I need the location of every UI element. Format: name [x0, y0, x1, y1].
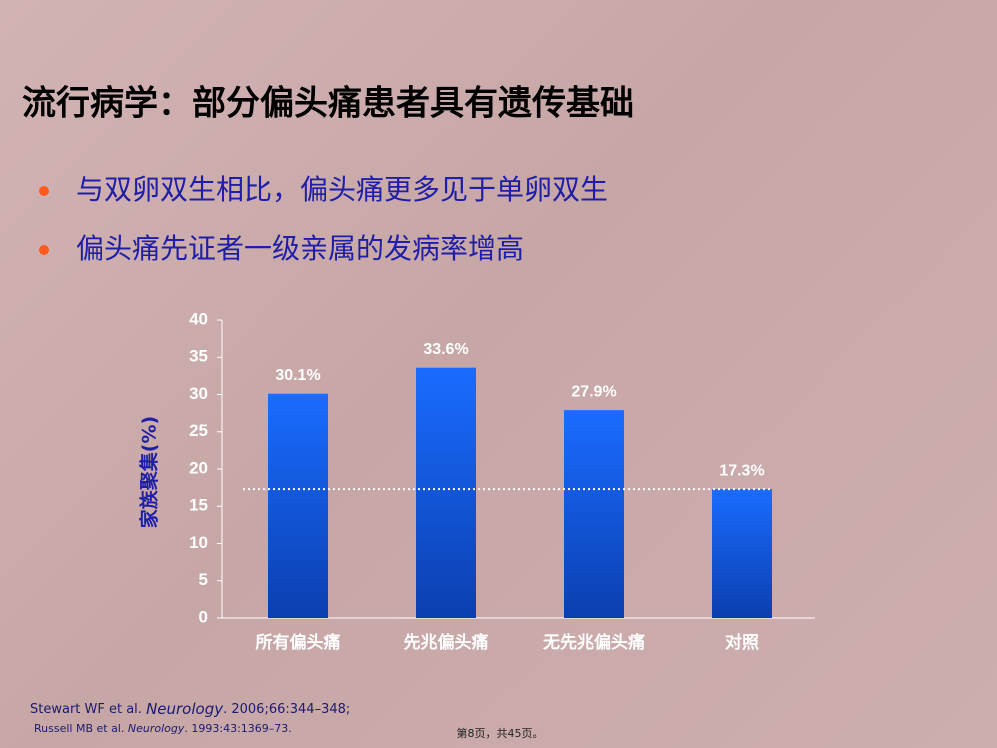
- value-label: 33.6%: [423, 341, 468, 358]
- ref-part: Russell MB et al.: [34, 722, 128, 735]
- y-tick-label: 20: [189, 458, 208, 477]
- y-tick-label: 40: [189, 309, 208, 328]
- bullet: 与双卵双生相比，偏头痛更多见于单卵双生: [76, 173, 608, 206]
- ref-part: Neurology: [146, 700, 224, 718]
- y-tick-label: 30: [189, 384, 208, 403]
- x-tick-label: 无先兆偏头痛: [542, 632, 645, 653]
- bullet: 偏头痛先证者一级亲属的发病率增高: [76, 232, 524, 265]
- title: 流行病学：部分偏头痛患者具有遗传基础: [22, 84, 634, 124]
- value-label: 30.1%: [275, 367, 320, 384]
- reference: Russell MB et al. Neurology. 1993:43:136…: [34, 722, 292, 735]
- y-tick-label: 5: [199, 570, 208, 589]
- bullet-dot: [39, 186, 49, 196]
- y-tick-label: 0: [199, 607, 208, 626]
- bar: [416, 367, 476, 618]
- ref-part: Neurology: [128, 722, 185, 735]
- bar: [712, 489, 772, 618]
- bar: [564, 410, 624, 618]
- page-footer: 第8页，共45页。: [457, 726, 544, 740]
- y-tick-label: 25: [189, 421, 208, 440]
- ref-part: Stewart WF et al.: [30, 702, 146, 717]
- value-label: 17.3%: [719, 462, 764, 479]
- bullet-dot: [39, 245, 49, 255]
- reference: Stewart WF et al. Neurology. 2006;66:344…: [30, 700, 350, 718]
- ref-part: . 2006;66:344–348;: [223, 702, 350, 717]
- y-axis-label: 家族聚集(%): [138, 416, 161, 528]
- y-tick-label: 10: [189, 533, 208, 552]
- value-label: 27.9%: [571, 383, 616, 400]
- bar: [268, 393, 328, 618]
- x-tick-label: 先兆偏头痛: [404, 632, 489, 653]
- y-tick-label: 35: [189, 347, 208, 366]
- y-tick-label: 15: [189, 496, 208, 515]
- x-tick-label: 对照: [725, 632, 759, 653]
- x-tick-label: 所有偏头痛: [256, 632, 341, 653]
- ref-part: . 1993:43:1369–73.: [184, 722, 291, 735]
